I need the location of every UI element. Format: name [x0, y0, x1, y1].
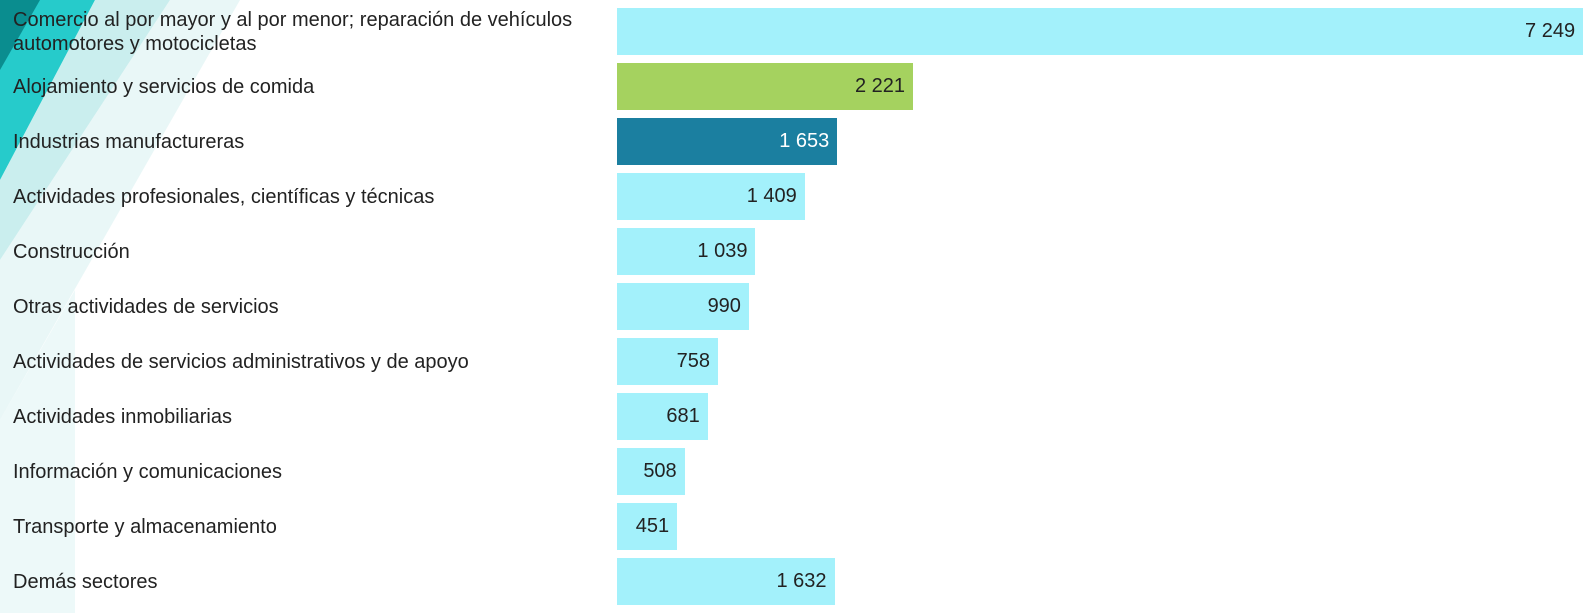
category-label: Construcción — [13, 240, 130, 263]
category-label: Información y comunicaciones — [13, 460, 283, 483]
category-label: Otras actividades de servicios — [13, 295, 279, 318]
bar — [617, 338, 719, 385]
value-label: 451 — [635, 515, 670, 537]
value-label: 508 — [643, 460, 677, 482]
category-label: Comercio al por mayor y al por menor; re… — [13, 8, 573, 55]
value-label: 1 632 — [776, 570, 827, 592]
bar — [617, 63, 913, 110]
value-label: 1 039 — [697, 240, 748, 262]
bar — [617, 503, 678, 550]
value-label: 1 409 — [746, 185, 797, 207]
value-label: 7 249 — [1525, 20, 1576, 42]
bar — [617, 173, 805, 220]
bar — [617, 283, 749, 330]
value-label: 990 — [707, 295, 741, 317]
category-label: Actividades de servicios administrativos… — [13, 350, 469, 373]
category-label: Actividades profesionales, científicas y… — [13, 185, 435, 208]
bar — [617, 228, 756, 275]
bar — [617, 8, 1584, 55]
value-label: 1 653 — [779, 130, 830, 152]
value-label: 758 — [676, 350, 711, 372]
bar — [617, 558, 835, 605]
category-label: Industrias manufactureras — [13, 130, 245, 153]
bar — [617, 118, 838, 165]
category-label: Alojamiento y servicios de comida — [13, 75, 315, 98]
category-label: Demás sectores — [13, 570, 158, 593]
bar — [617, 393, 708, 440]
category-label: Transporte y almacenamiento — [13, 515, 277, 538]
bar — [617, 448, 685, 495]
category-label: Actividades inmobiliarias — [13, 405, 232, 428]
value-label: 681 — [666, 405, 700, 427]
value-label: 2 221 — [854, 75, 905, 97]
